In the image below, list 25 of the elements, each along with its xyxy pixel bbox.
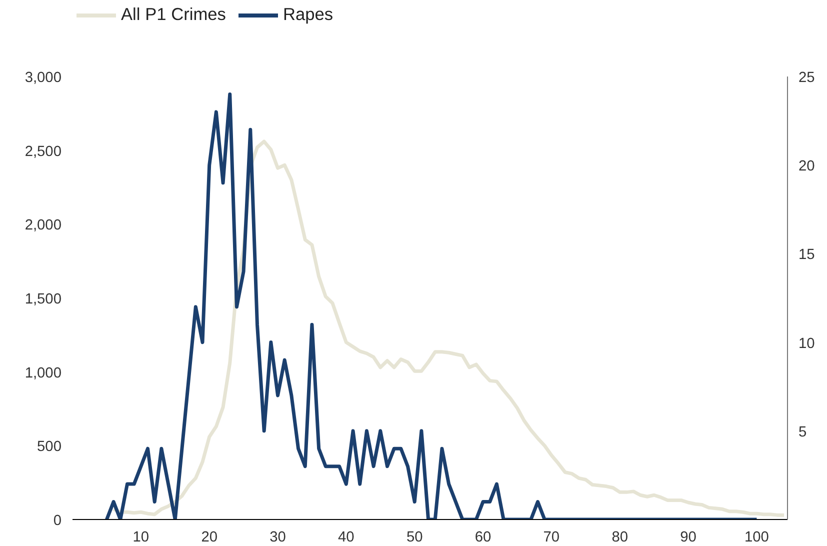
y2-tick-label: 15 — [798, 247, 815, 264]
y2-tick-label: 10 — [798, 336, 815, 352]
line-series — [104, 92, 758, 520]
x-tick-label: 70 — [543, 530, 560, 546]
y-tick-label: 1,000 — [24, 365, 62, 382]
y2-tick-label: 25 — [798, 70, 815, 86]
x-tick-label: 40 — [338, 530, 354, 546]
x-tick-label: 60 — [474, 530, 492, 546]
y-tick-label: 0 — [53, 513, 62, 529]
x-tick-label: 50 — [406, 530, 423, 546]
legend-label: Rapes — [282, 4, 334, 25]
y-tick-label: 500 — [37, 439, 62, 456]
x-tick-label: 10 — [132, 530, 150, 546]
y-tick-label: 3,000 — [24, 70, 62, 86]
x-tick-label: 100 — [744, 530, 769, 546]
x-tick-label: 90 — [680, 530, 696, 546]
x-tick-label: 80 — [612, 530, 628, 546]
y-tick-label: 1,500 — [24, 292, 62, 308]
y2-tick-label: 5 — [798, 424, 807, 440]
y2-tick-label: 20 — [798, 158, 815, 175]
y-tick-label: 2,500 — [24, 144, 62, 160]
x-tick-label: 30 — [270, 530, 286, 546]
x-tick-label: 20 — [201, 530, 218, 546]
y-tick-label: 2,000 — [24, 218, 62, 234]
legend-label: All P1 Crimes — [121, 4, 226, 25]
